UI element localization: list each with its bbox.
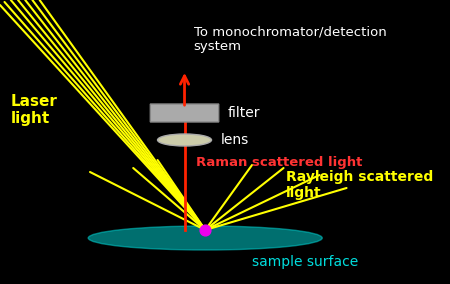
FancyBboxPatch shape: [150, 104, 219, 122]
Text: Rayleigh scattered
light: Rayleigh scattered light: [286, 170, 433, 200]
Text: sample surface: sample surface: [252, 255, 358, 269]
Text: Laser
light: Laser light: [11, 94, 58, 126]
Point: [202, 228, 209, 232]
Text: To monochromator/detection
system: To monochromator/detection system: [194, 25, 386, 53]
Text: Raman scattered light: Raman scattered light: [196, 156, 363, 168]
Ellipse shape: [88, 226, 322, 250]
Ellipse shape: [158, 134, 212, 146]
Text: lens: lens: [220, 133, 249, 147]
Text: filter: filter: [228, 106, 260, 120]
